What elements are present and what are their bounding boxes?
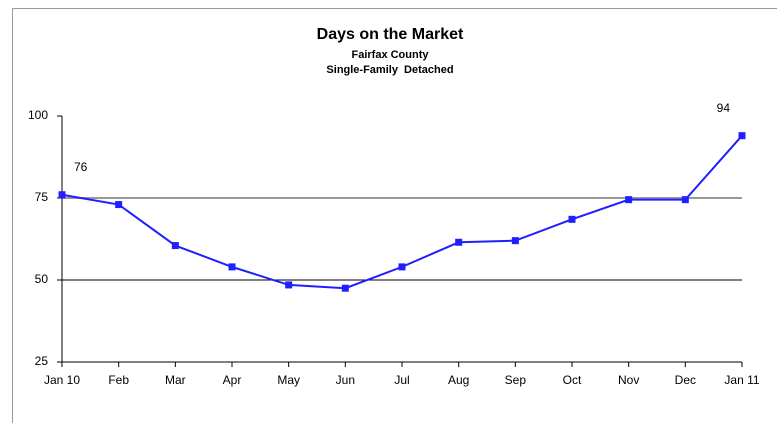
data-point	[625, 196, 633, 204]
x-tick-label: Jan 10	[44, 373, 80, 387]
data-point	[681, 196, 689, 204]
data-label: 76	[74, 160, 88, 174]
x-tick-label: Oct	[563, 373, 582, 387]
y-tick-label: 50	[35, 272, 49, 286]
x-tick-label: Jan 11	[724, 373, 759, 387]
data-point	[341, 284, 349, 292]
y-tick-label: 100	[28, 108, 48, 122]
data-point	[455, 238, 463, 246]
x-tick-label: Nov	[618, 373, 639, 387]
y-tick-label: 25	[35, 354, 49, 368]
data-point	[115, 201, 123, 209]
x-tick-label: Mar	[165, 373, 186, 387]
data-point	[228, 263, 236, 271]
x-tick-label: Feb	[108, 373, 129, 387]
x-tick-label: Apr	[223, 373, 242, 387]
data-label: 94	[717, 101, 731, 115]
x-tick-label: Sep	[505, 373, 527, 387]
chart-frame	[12, 8, 777, 423]
data-point	[171, 242, 179, 250]
chart-title: Days on the Market	[317, 26, 464, 43]
chart-subtitle: Single-Family Detached	[326, 64, 453, 76]
data-point	[738, 132, 746, 140]
data-point	[398, 263, 406, 271]
x-tick-label: Jun	[336, 373, 355, 387]
data-point	[58, 191, 66, 199]
data-point	[285, 281, 293, 289]
x-tick-label: Jul	[394, 373, 409, 387]
x-tick-label: May	[277, 373, 300, 387]
data-point	[568, 215, 576, 223]
chart-subtitle: Fairfax County	[351, 49, 429, 61]
y-tick-label: 75	[35, 190, 49, 204]
x-tick-label: Dec	[675, 373, 696, 387]
data-point	[511, 237, 519, 245]
x-tick-label: Aug	[448, 373, 469, 387]
